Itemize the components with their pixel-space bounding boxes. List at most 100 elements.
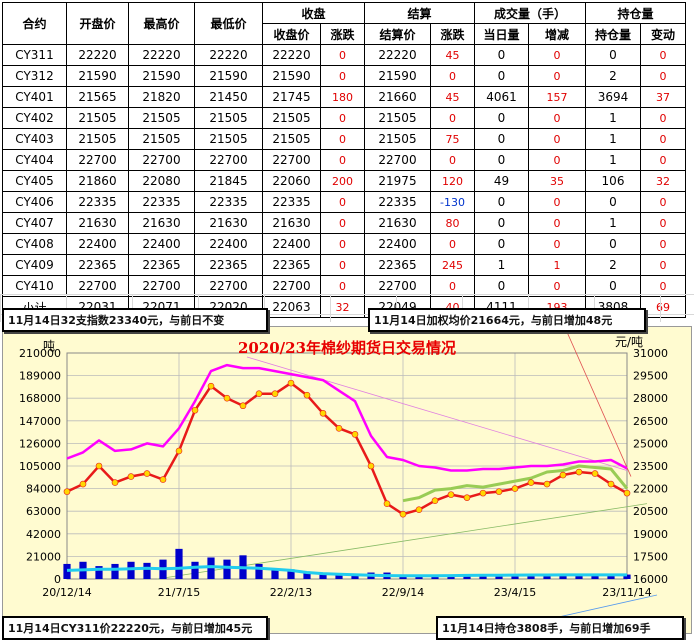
cell-oi: 1 <box>585 149 641 171</box>
cell-vol: 0 <box>474 212 529 234</box>
oi-note-callout: 11月14日持仓3808手，与前日增加69手 <box>436 616 684 640</box>
cell-contract: CY406 <box>2 191 67 213</box>
chart-title: 2020/23年棉纱期货日交易情况 <box>237 339 457 357</box>
x-tick-label: 20/12/14 <box>42 586 91 599</box>
price-point <box>79 480 87 488</box>
cell-settle: 21630 <box>364 212 431 234</box>
table-row: CY312 21590 21590 21590 21590 0 21590 0 0 0 2 0 <box>2 65 686 87</box>
volume-bar <box>95 566 103 579</box>
cell-vol: 0 <box>474 65 529 87</box>
header-close-price: 收盘价 <box>262 23 321 45</box>
price-point <box>223 394 231 402</box>
cell-settle-chg: 75 <box>430 128 475 150</box>
price-point <box>607 480 615 488</box>
table-row: CY311 22220 22220 22220 22220 0 22220 45 0 0 0 0 <box>2 44 686 66</box>
volume-bar <box>271 570 279 579</box>
cell-vol-chg: 0 <box>528 233 586 255</box>
cell-close: 21505 <box>262 128 321 150</box>
cell-close-chg: 0 <box>320 128 365 150</box>
volume-bar <box>623 574 631 579</box>
cell-close: 21745 <box>262 86 321 108</box>
price-point <box>367 462 375 470</box>
cell-oi: 0 <box>585 44 641 66</box>
price-point <box>575 468 583 476</box>
left-tick-label: 210000 <box>19 347 61 360</box>
price-point <box>591 470 599 477</box>
cell-settle-chg: -130 <box>430 191 475 213</box>
table-row: CY406 22335 22335 22335 22335 0 22335 -130 0 0 0 0 <box>2 191 686 213</box>
right-tick-label: 23500 <box>633 460 668 473</box>
volume-bar <box>175 548 183 579</box>
price-point <box>159 476 167 483</box>
volume-bar <box>207 557 215 579</box>
table-row: CY409 22365 22365 22365 22365 0 22365 245 1 1 2 0 <box>2 254 686 276</box>
cell-open: 22365 <box>66 254 129 276</box>
volume-bar <box>255 563 263 579</box>
right-tick-label: 29500 <box>633 370 668 383</box>
cell-low: 21450 <box>194 86 263 108</box>
price-point <box>63 488 71 495</box>
volume-bar <box>447 575 455 579</box>
left-tick-label: 147000 <box>19 415 61 428</box>
right-tick-label: 28000 <box>633 392 668 405</box>
header-volume-group: 成交量（手） <box>474 2 586 24</box>
cell-oi-chg: 0 <box>640 128 686 150</box>
volume-bar <box>431 575 439 579</box>
cell-close-chg: 0 <box>320 191 365 213</box>
cell-close-chg: 0 <box>320 149 365 171</box>
price-point <box>511 485 519 492</box>
cell-low: 21590 <box>194 65 263 87</box>
price-point <box>399 510 407 518</box>
cell-vol: 0 <box>474 107 529 129</box>
volume-bar <box>591 575 599 579</box>
cell-open: 21860 <box>66 170 129 192</box>
cell-high: 21630 <box>128 212 195 234</box>
volume-bar <box>559 575 567 579</box>
cell-close: 22700 <box>262 275 321 297</box>
cell-settle-chg: 0 <box>430 65 475 87</box>
cell-close: 22400 <box>262 233 321 255</box>
cell-oi: 2 <box>585 254 641 276</box>
cell-vol: 1 <box>474 254 529 276</box>
cell-vol-chg: 0 <box>528 212 586 234</box>
cell-close: 22335 <box>262 191 321 213</box>
chart-area: 2020/23年棉纱期货日交易情况 吨 元/吨 0 21000 42000 63000… <box>2 326 692 634</box>
cell-low: 21630 <box>194 212 263 234</box>
price-point <box>463 494 471 501</box>
right-tick-label: 16000 <box>633 573 668 586</box>
price-point <box>479 489 487 497</box>
cell-settle: 21975 <box>364 170 431 192</box>
price-point <box>495 488 503 495</box>
cell-close: 21505 <box>262 107 321 129</box>
right-tick-label: 20500 <box>633 505 668 518</box>
cell-contract: CY311 <box>2 44 67 66</box>
price-point <box>111 479 119 486</box>
series-line-price <box>66 381 628 516</box>
price-point <box>415 506 423 513</box>
right-tick-label: 22000 <box>633 483 668 496</box>
price-point <box>319 409 327 417</box>
price-point <box>351 431 359 438</box>
cell-high: 21505 <box>128 107 195 129</box>
right-axis-unit: 元/吨 <box>615 335 644 349</box>
cell-oi-chg: 0 <box>640 44 686 66</box>
cell-close: 22060 <box>262 170 321 192</box>
volume-bar <box>351 573 359 579</box>
cell-close-chg: 0 <box>320 65 365 87</box>
cell-settle-chg: 45 <box>430 86 475 108</box>
cell-oi-chg: 32 <box>640 170 686 192</box>
cell-settle-chg: 245 <box>430 254 475 276</box>
volume-bar <box>495 575 503 579</box>
cell-oi-chg: 0 <box>640 275 686 297</box>
cell-open: 21630 <box>66 212 129 234</box>
cell-oi-chg: 0 <box>640 107 686 129</box>
cell-settle: 21590 <box>364 65 431 87</box>
cell-high: 22080 <box>128 170 195 192</box>
header-volume-change: 增减 <box>528 23 586 45</box>
price-point <box>143 470 151 477</box>
price-point <box>383 500 391 507</box>
left-tick-label: 84000 <box>26 483 61 496</box>
cell-settle-chg: 120 <box>430 170 475 192</box>
cell-vol-chg: 0 <box>528 191 586 213</box>
cell-close-chg: 0 <box>320 233 365 255</box>
